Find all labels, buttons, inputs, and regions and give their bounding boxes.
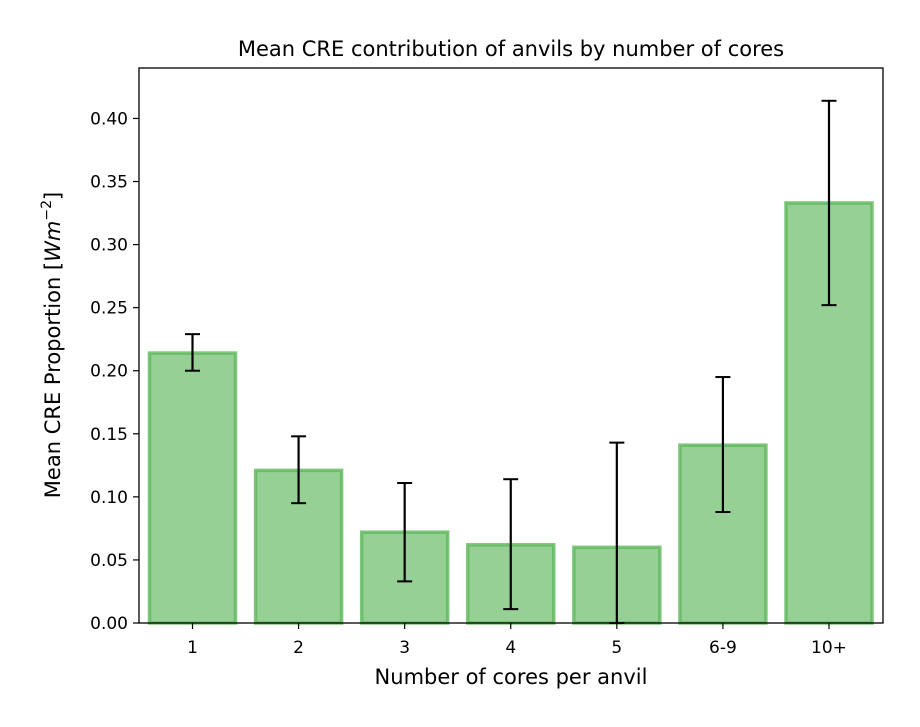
x-tick-label-4: 4: [505, 638, 516, 658]
x-tick-label-3: 3: [399, 638, 410, 658]
y-axis-label-suffix: ]: [41, 192, 65, 200]
y-tick-label-0.05: 0.05: [90, 551, 128, 571]
chart-title: Mean CRE contribution of anvils by numbe…: [238, 37, 784, 61]
y-axis-label-prefix: Mean CRE Proportion [: [41, 262, 65, 498]
y-tick-label-0.30: 0.30: [90, 236, 128, 256]
y-tick-label-0.15: 0.15: [90, 425, 128, 445]
x-axis-label: Number of cores per anvil: [375, 665, 648, 689]
bar-1: [147, 351, 238, 625]
y-axis-label: Mean CRE Proportion [Wm−2]: [39, 192, 65, 498]
y-tick-label-0.40: 0.40: [90, 109, 128, 129]
y-axis-label-exponent: −2: [39, 200, 55, 221]
y-axis: 0.00 0.05 0.10 0.15 0.20 0.25 0.30 0.35 0.40: [90, 109, 139, 634]
x-tick-label-5: 5: [611, 638, 622, 658]
x-axis: 1 2 3 4 5 6-9 10+: [187, 623, 847, 658]
x-tick-label-6-9: 6-9: [709, 638, 737, 658]
y-tick-label-0.35: 0.35: [90, 173, 128, 193]
error-bars-layer: [185, 99, 837, 624]
y-tick-label-0.00: 0.00: [90, 614, 128, 634]
y-axis-label-unit: Wm: [41, 221, 65, 262]
x-tick-label-1: 1: [187, 638, 198, 658]
y-tick-label-0.10: 0.10: [90, 488, 128, 508]
x-tick-label-10+: 10+: [811, 638, 847, 658]
y-tick-label-0.20: 0.20: [90, 362, 128, 382]
x-tick-label-2: 2: [293, 638, 304, 658]
y-tick-label-0.25: 0.25: [90, 299, 128, 319]
